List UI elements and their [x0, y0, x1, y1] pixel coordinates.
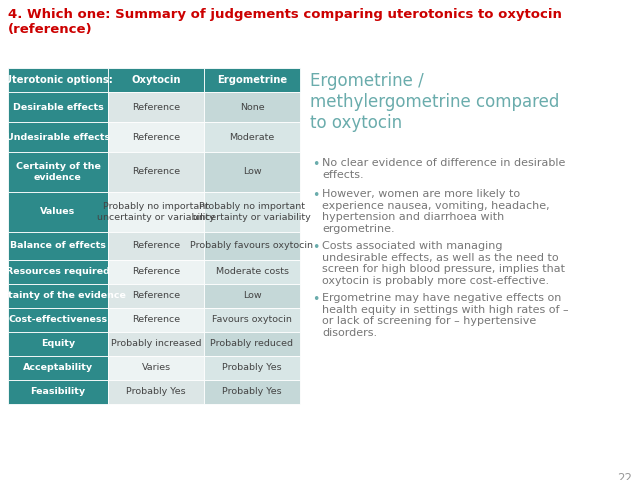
- Text: Ergometrine may have negative effects on
health equity in settings with high rat: Ergometrine may have negative effects on…: [322, 293, 568, 338]
- Text: Costs associated with managing
undesirable effects, as well as the need to
scree: Costs associated with managing undesirab…: [322, 241, 565, 286]
- Text: Ergometrine /
methylergometrine compared
to oxytocin: Ergometrine / methylergometrine compared…: [310, 72, 559, 132]
- Text: Probably reduced: Probably reduced: [211, 339, 294, 348]
- Bar: [204, 152, 300, 192]
- Bar: [8, 284, 108, 308]
- Bar: [204, 92, 300, 122]
- Text: Equity: Equity: [41, 339, 75, 348]
- Bar: [108, 260, 204, 284]
- Text: Reference: Reference: [132, 241, 180, 251]
- Text: Acceptability: Acceptability: [23, 363, 93, 372]
- Bar: [8, 260, 108, 284]
- Bar: [8, 380, 108, 404]
- Bar: [108, 332, 204, 356]
- Text: Probably Yes: Probably Yes: [222, 363, 282, 372]
- Bar: [8, 232, 108, 260]
- Text: Moderate costs: Moderate costs: [216, 267, 289, 276]
- Text: Reference: Reference: [132, 291, 180, 300]
- Text: Ergometrine: Ergometrine: [217, 75, 287, 85]
- Text: 22: 22: [617, 472, 632, 480]
- Text: Certainty of the evidence: Certainty of the evidence: [0, 291, 126, 300]
- Text: Values: Values: [40, 207, 76, 216]
- Text: Favours oxytocin: Favours oxytocin: [212, 315, 292, 324]
- Text: Low: Low: [243, 168, 261, 177]
- Text: Probably Yes: Probably Yes: [222, 387, 282, 396]
- Text: Probably increased: Probably increased: [111, 339, 201, 348]
- Bar: [204, 192, 300, 232]
- Text: Oxytocin: Oxytocin: [131, 75, 180, 85]
- Text: Probably favours oxytocin: Probably favours oxytocin: [191, 241, 314, 251]
- Bar: [8, 308, 108, 332]
- Text: Low: Low: [243, 291, 261, 300]
- Text: Uterotonic options:: Uterotonic options:: [4, 75, 113, 85]
- Text: Balance of effects: Balance of effects: [10, 241, 106, 251]
- Text: Undesirable effects: Undesirable effects: [6, 132, 110, 142]
- Text: Probably no important
uncertainty or variability: Probably no important uncertainty or var…: [97, 202, 215, 222]
- Text: Reference: Reference: [132, 103, 180, 111]
- Bar: [108, 68, 204, 92]
- Text: Reference: Reference: [132, 315, 180, 324]
- Bar: [204, 122, 300, 152]
- Bar: [108, 380, 204, 404]
- Bar: [108, 122, 204, 152]
- Text: Certainty of the
evidence: Certainty of the evidence: [15, 162, 100, 182]
- Bar: [204, 68, 300, 92]
- Bar: [204, 356, 300, 380]
- Bar: [204, 380, 300, 404]
- Text: No clear evidence of difference in desirable
effects.: No clear evidence of difference in desir…: [322, 158, 565, 180]
- Bar: [8, 192, 108, 232]
- Bar: [108, 92, 204, 122]
- Text: •: •: [312, 293, 319, 306]
- Text: 4. Which one: Summary of judgements comparing uterotonics to oxytocin
(reference: 4. Which one: Summary of judgements comp…: [8, 8, 562, 36]
- Bar: [108, 232, 204, 260]
- Bar: [108, 284, 204, 308]
- Bar: [108, 356, 204, 380]
- Text: Resources required: Resources required: [6, 267, 110, 276]
- Text: None: None: [240, 103, 264, 111]
- Bar: [108, 308, 204, 332]
- Text: Moderate: Moderate: [229, 132, 275, 142]
- Text: •: •: [312, 158, 319, 171]
- Bar: [8, 332, 108, 356]
- Bar: [204, 284, 300, 308]
- Text: •: •: [312, 241, 319, 254]
- Bar: [108, 152, 204, 192]
- Text: However, women are more likely to
experience nausea, vomiting, headache,
hyperte: However, women are more likely to experi…: [322, 189, 550, 234]
- Bar: [8, 152, 108, 192]
- Text: Varies: Varies: [141, 363, 171, 372]
- Bar: [204, 232, 300, 260]
- Bar: [108, 192, 204, 232]
- Text: Feasibility: Feasibility: [31, 387, 86, 396]
- Bar: [204, 260, 300, 284]
- Text: Desirable effects: Desirable effects: [13, 103, 104, 111]
- Text: Reference: Reference: [132, 132, 180, 142]
- Bar: [204, 332, 300, 356]
- Bar: [8, 122, 108, 152]
- Text: Probably no important
uncertainty or variability: Probably no important uncertainty or var…: [193, 202, 311, 222]
- Bar: [204, 308, 300, 332]
- Text: Cost-effectiveness: Cost-effectiveness: [8, 315, 108, 324]
- Text: •: •: [312, 189, 319, 202]
- Bar: [8, 68, 108, 92]
- Text: Reference: Reference: [132, 267, 180, 276]
- Text: Reference: Reference: [132, 168, 180, 177]
- Bar: [8, 92, 108, 122]
- Bar: [8, 356, 108, 380]
- Text: Probably Yes: Probably Yes: [126, 387, 186, 396]
